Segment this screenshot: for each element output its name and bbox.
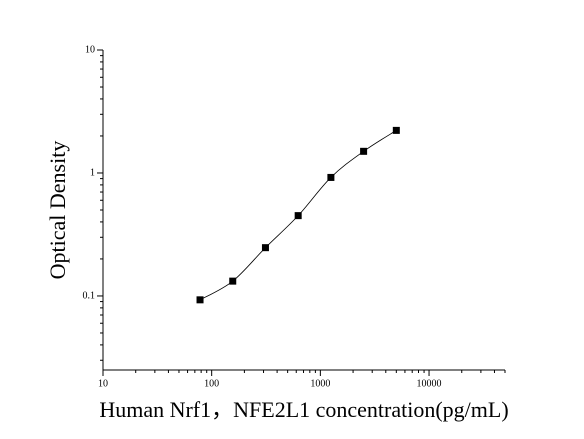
- data-point: [392, 126, 400, 134]
- x-axis-label: Human Nrf1，NFE2L1 concentration(pg/mL): [99, 397, 508, 422]
- y-tick-label: 1: [90, 167, 95, 178]
- y-axis-label: Optical Density: [45, 141, 70, 280]
- x-tick-label: 10: [98, 378, 108, 389]
- y-tick-label: 10: [85, 44, 95, 55]
- data-point: [294, 212, 302, 220]
- x-tick-label: 10000: [417, 378, 442, 389]
- data-point: [327, 173, 335, 181]
- data-point: [360, 147, 368, 155]
- data-point: [261, 244, 269, 252]
- data-point: [196, 296, 204, 304]
- x-tick-label: 100: [204, 378, 219, 389]
- data-point: [229, 277, 237, 285]
- x-tick-label: 1000: [310, 378, 330, 389]
- y-tick-label: 0.1: [83, 290, 96, 301]
